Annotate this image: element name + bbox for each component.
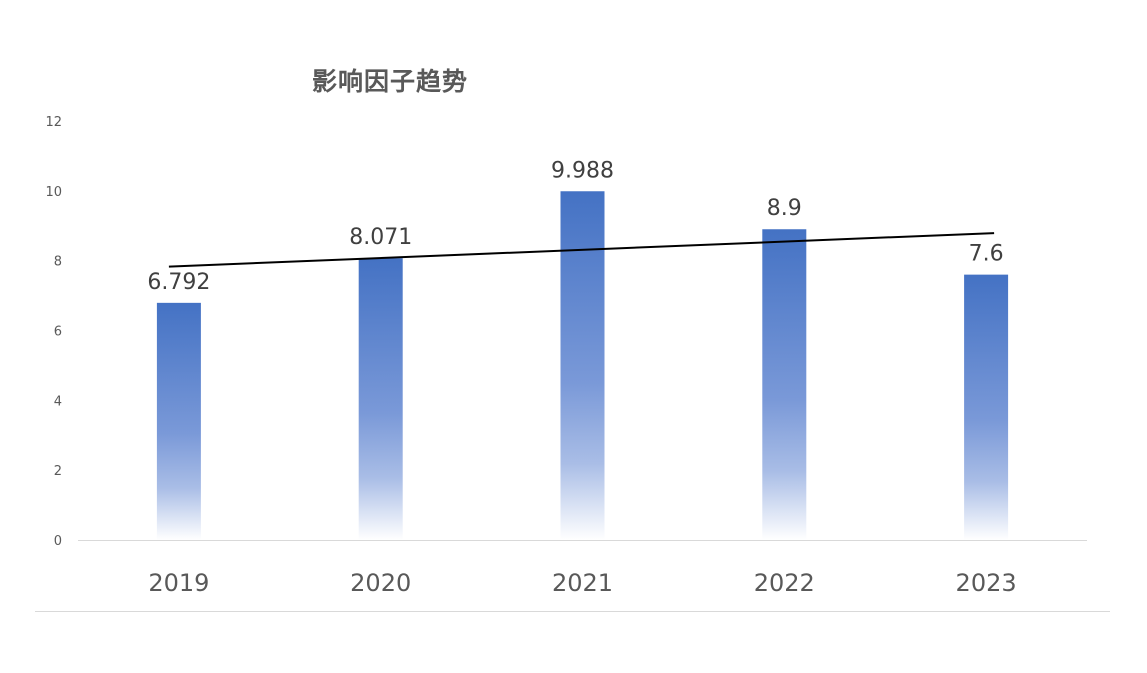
data-label: 9.988 — [551, 158, 614, 183]
bars — [156, 191, 1009, 541]
data-labels: 6.792 8.071 9.988 8.9 7.6 — [147, 158, 1003, 295]
y-axis-labels: 0 2 4 6 8 10 12 — [45, 115, 62, 549]
bar-2019 — [156, 302, 201, 540]
y-tick-label: 10 — [45, 185, 62, 200]
data-label: 6.792 — [147, 270, 210, 295]
x-axis-labels: 2019 2020 2021 2022 2023 — [148, 569, 1016, 597]
y-tick-label: 2 — [54, 464, 62, 479]
data-label: 8.071 — [349, 225, 412, 250]
data-label: 8.9 — [767, 196, 802, 221]
trendline — [168, 232, 995, 268]
y-tick-label: 4 — [54, 394, 62, 409]
x-tick-label: 2023 — [956, 569, 1017, 597]
x-tick-label: 2021 — [552, 569, 613, 597]
x-tick-label: 2020 — [350, 569, 411, 597]
y-tick-label: 6 — [54, 325, 62, 340]
y-tick-label: 12 — [45, 115, 62, 130]
bar-2023 — [964, 274, 1009, 540]
y-tick-label: 0 — [54, 534, 62, 549]
chart-title: 影响因子趋势 — [312, 67, 469, 96]
data-label: 7.6 — [969, 242, 1004, 267]
x-tick-label: 2019 — [148, 569, 209, 597]
y-tick-label: 8 — [54, 255, 62, 270]
bottom-rule — [35, 611, 1110, 612]
bar-2022 — [762, 229, 807, 540]
x-tick-label: 2022 — [754, 569, 815, 597]
bar-2020 — [358, 258, 403, 540]
bar-2021 — [560, 191, 605, 541]
